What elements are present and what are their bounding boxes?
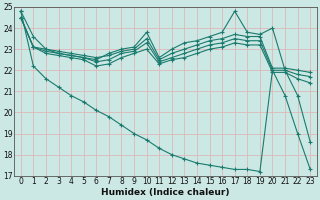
X-axis label: Humidex (Indice chaleur): Humidex (Indice chaleur) bbox=[101, 188, 230, 197]
